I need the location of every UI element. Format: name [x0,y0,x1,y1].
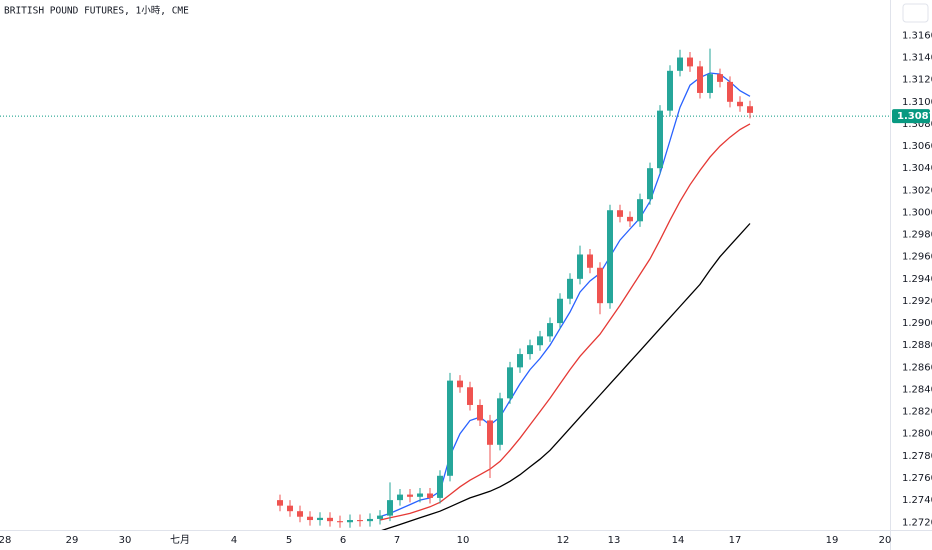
candle-body [277,500,283,506]
candle-body [697,66,703,93]
candle-body [497,398,503,445]
y-tick-label: 1.3140 [902,53,932,64]
candle-body [427,493,433,498]
y-tick-label: 1.2720 [902,517,932,528]
candle-body [287,505,293,512]
candle-body [737,101,743,107]
y-tick-label: 1.2820 [902,407,932,418]
y-tick-label: 1.2920 [902,296,932,307]
ma-line [379,123,751,521]
candle-body [297,511,303,517]
candle-body [607,210,613,304]
candle-body [677,57,683,71]
x-tick-label: 10 [457,535,470,546]
y-tick-label: 1.2880 [902,340,932,351]
y-tick-label: 1.3020 [902,185,932,196]
chart-title: BRITISH POUND FUTURES, 1小時, CME [4,6,189,17]
x-tick-label: 13 [608,535,621,546]
ma-line [379,72,751,518]
candle-body [747,106,753,113]
y-tick-label: 1.2800 [902,429,932,440]
x-tick-label: 30 [119,535,132,546]
candle-body [457,380,463,388]
candle-body [337,521,343,523]
x-tick-label: 17 [729,535,742,546]
candle-body [707,74,713,93]
candle-body [487,420,493,445]
candle-body [317,517,323,521]
x-tick-label: 4 [231,535,237,546]
candle-body [397,494,403,501]
settings-button[interactable] [902,3,929,23]
last-price-label: 1.3087 [897,111,932,122]
plot-area [0,48,890,530]
candle-body [587,254,593,268]
y-tick-label: 1.3100 [902,97,932,108]
y-tick-label: 1.2760 [902,473,932,484]
x-tick-label: 12 [557,535,570,546]
candle-body [307,516,313,521]
y-tick-label: 1.2980 [902,230,932,241]
y-tick-label: 1.3060 [902,141,932,152]
candle-body [537,336,543,346]
x-tick-label: 6 [340,535,346,546]
x-tick-label: 29 [66,535,79,546]
y-tick-label: 1.3000 [902,207,932,218]
candle-body [657,110,663,169]
candle-body [717,74,723,82]
candle-body [527,345,533,355]
candle-body [477,404,483,421]
candle-body [667,70,673,111]
y-tick-label: 1.2740 [902,495,932,506]
candle-body [507,367,513,399]
candle-body [627,216,633,222]
x-tick-label: 19 [826,535,839,546]
candle-body [577,254,583,279]
candle-body [357,520,363,522]
x-tick-label: 5 [286,535,292,546]
x-tick-label: 14 [672,535,685,546]
candle-body [647,168,653,200]
y-tick-label: 1.2840 [902,384,932,395]
x-tick-label: 7 [394,535,400,546]
y-tick-label: 1.3160 [902,30,932,41]
candle-body [467,387,473,405]
candle-body [637,199,643,222]
candle-body [547,323,553,337]
y-tick-label: 1.2780 [902,451,932,462]
candle-body [367,518,373,522]
candle-body [557,298,563,324]
candle-body [447,380,453,476]
y-tick-label: 1.3080 [902,119,932,130]
y-tick-label: 1.2900 [902,318,932,329]
candle-body [377,515,383,519]
y-tick-label: 1.3120 [902,75,932,86]
candle-body [417,493,423,497]
candle-body [347,520,353,523]
y-tick-label: 1.3040 [902,163,932,174]
x-tick-label: 七月 [170,534,190,546]
candle-body [567,278,573,299]
ma-line [381,223,751,530]
x-tick-label: 28 [0,535,11,546]
y-tick-label: 1.2960 [902,252,932,263]
candle-body [437,475,443,498]
y-tick-label: 1.2860 [902,362,932,373]
last-price-tag [892,109,930,124]
candle-body [597,267,603,304]
candle-body [617,210,623,217]
candle-body [387,500,393,516]
candle-body [687,57,693,67]
x-tick-label: 20 [879,535,892,546]
y-tick-label: 1.2940 [902,274,932,285]
candle-body [327,517,333,522]
candle-body [407,494,413,497]
candle-body [517,354,523,368]
candle-body [727,81,733,102]
